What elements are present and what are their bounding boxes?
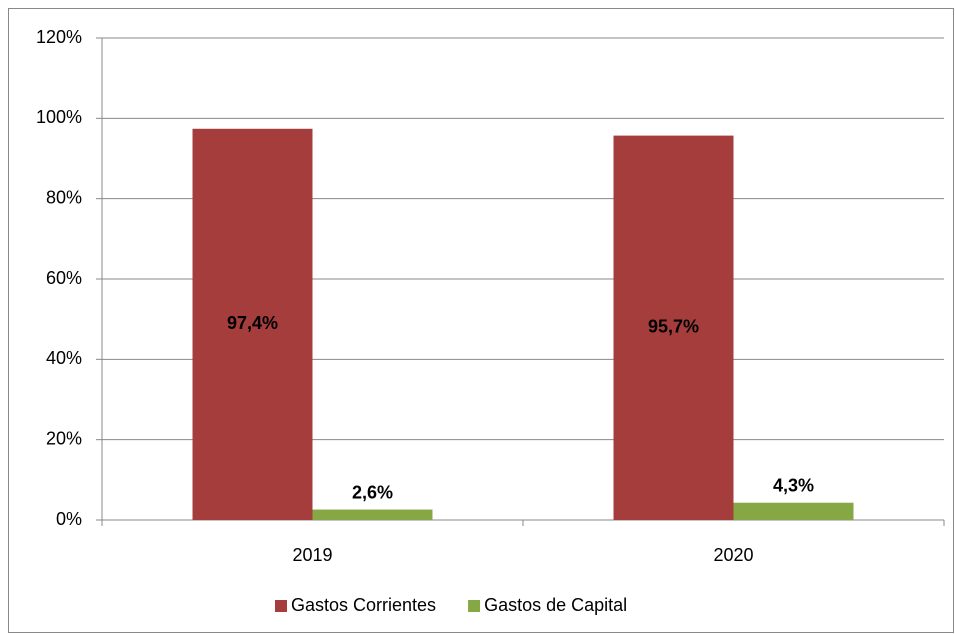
y-tick-label: 80% [46, 187, 82, 207]
y-tick-label: 40% [46, 348, 82, 368]
x-tick-label: 2019 [292, 545, 332, 565]
chart-border [8, 8, 954, 633]
legend-swatch [468, 600, 481, 612]
data-label: 4,3% [773, 475, 814, 495]
y-tick-label: 0% [56, 509, 82, 529]
y-tick-label: 100% [36, 107, 82, 127]
legend-label: Gastos de Capital [484, 595, 627, 615]
bar [192, 128, 313, 520]
legend-swatch [275, 600, 287, 612]
bar [613, 135, 734, 521]
data-label: 95,7% [648, 317, 699, 337]
bar [733, 502, 854, 520]
data-label: 2,6% [352, 482, 393, 502]
data-label: 97,4% [227, 313, 278, 333]
bar [312, 509, 433, 520]
legend-label: Gastos Corrientes [291, 595, 436, 615]
y-tick-label: 20% [46, 428, 82, 448]
x-tick-label: 2020 [713, 545, 753, 565]
y-tick-label: 120% [36, 27, 82, 47]
y-tick-label: 60% [46, 268, 82, 288]
